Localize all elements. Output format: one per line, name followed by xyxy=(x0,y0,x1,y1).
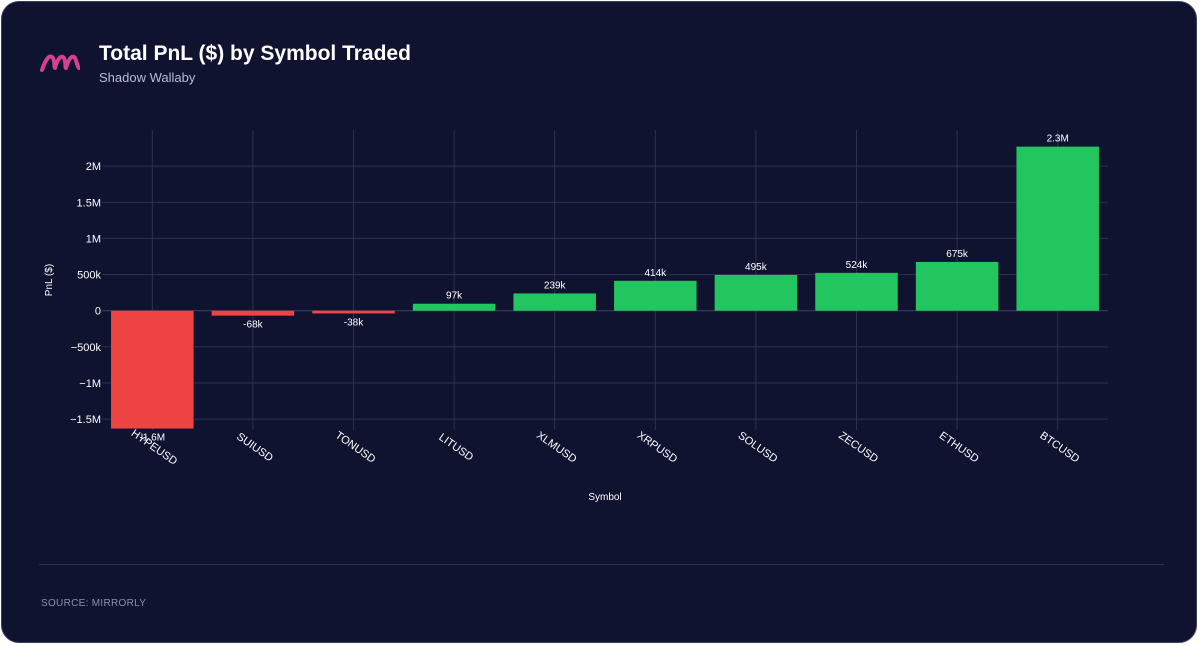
x-tick-label: ZECUSD xyxy=(836,430,880,466)
y-tick-label: 0 xyxy=(95,306,101,318)
x-tick-label: LITUSD xyxy=(436,431,475,463)
data-label: 675k xyxy=(946,249,969,260)
x-tick-label: SUIUSD xyxy=(234,431,275,465)
data-label: 97k xyxy=(446,291,463,302)
x-tick-label: XRPUSD xyxy=(635,429,679,465)
mirrorly-logo-icon xyxy=(40,54,80,72)
x-axis-title: Symbol xyxy=(588,492,621,503)
data-label: 2.3M xyxy=(1047,134,1069,145)
bar-tonusd xyxy=(312,310,395,314)
data-label: 524k xyxy=(846,260,869,271)
bar-ethusd xyxy=(915,261,999,311)
x-tick-label: XLMUSD xyxy=(534,429,578,465)
bar-solusd xyxy=(714,274,798,311)
bar-xlmusd xyxy=(513,293,596,311)
bar-chart: −1.5M−1M−500k0500k1M1.5M2M-1.6MHYPEUSD-6… xyxy=(44,130,1108,503)
bar-xrpusd xyxy=(614,280,697,311)
y-tick-label: 2M xyxy=(86,161,101,173)
data-label: 495k xyxy=(745,262,768,273)
data-label: -1.6M xyxy=(140,433,166,444)
y-tick-label: 1.5M xyxy=(77,197,101,209)
x-tick-label: TONUSD xyxy=(333,429,378,465)
y-tick-label: −1M xyxy=(79,378,101,390)
y-tick-label: −1.5M xyxy=(70,414,101,426)
bar-suiusd xyxy=(211,310,295,316)
chart-title: Total PnL ($) by Symbol Traded xyxy=(99,42,411,65)
x-tick-label: SOLUSD xyxy=(736,430,780,466)
y-tick-label: 500k xyxy=(77,270,101,282)
data-label: 239k xyxy=(544,280,567,291)
data-label: 414k xyxy=(644,268,667,279)
bar-litusd xyxy=(412,303,496,311)
data-label: -38k xyxy=(344,317,364,328)
bar-hypeusd xyxy=(111,310,194,429)
source-label: SOURCE: MIRRORLY xyxy=(41,598,147,609)
y-tick-label: 1M xyxy=(86,233,101,245)
y-axis-title: PnL ($) xyxy=(44,264,55,296)
x-tick-label: ETHUSD xyxy=(937,430,981,466)
footer-divider xyxy=(39,564,1164,565)
bar-zecusd xyxy=(815,272,898,311)
y-tick-label: −500k xyxy=(71,342,102,354)
bar-btcusd xyxy=(1016,146,1099,311)
data-label: -68k xyxy=(243,320,263,331)
chart-subtitle: Shadow Wallaby xyxy=(99,70,196,85)
x-tick-label: BTCUSD xyxy=(1037,430,1081,466)
